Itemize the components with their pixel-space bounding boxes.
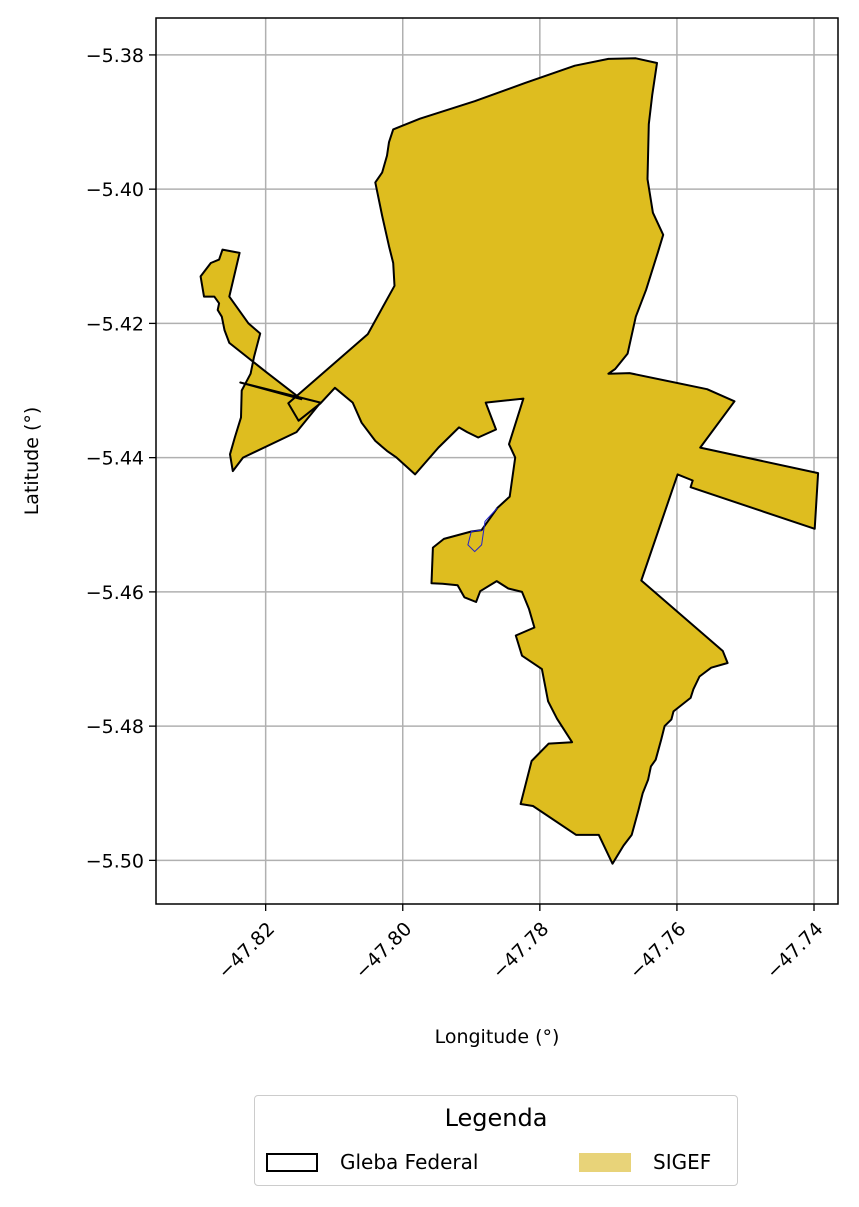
legend-swatch-fill: [579, 1152, 631, 1172]
y-tick-label: −5.40: [86, 179, 144, 201]
y-axis-title: Latitude (°): [21, 407, 43, 516]
legend-label-sigef: SIGEF: [653, 1150, 712, 1174]
legend-swatch-outline: [266, 1152, 318, 1172]
sigef-polygon-appendix: [199, 248, 322, 473]
x-tick-label: −47.76: [625, 918, 690, 983]
map-polygons: [199, 57, 820, 865]
y-tick-label: −5.50: [86, 850, 144, 872]
legend-entry-sigef: SIGEF: [579, 1150, 711, 1174]
legend-label-gleba: Gleba Federal: [340, 1150, 479, 1174]
x-tick-label: −47.80: [351, 918, 416, 983]
sigef-polygon-main: [288, 58, 819, 864]
y-tick-label: −5.44: [86, 448, 144, 470]
y-tick-label: −5.48: [86, 716, 144, 738]
y-tick-label: −5.42: [86, 313, 144, 335]
x-tick-label: −47.74: [762, 918, 827, 983]
gleba-federal-outline: [287, 57, 820, 865]
x-axis-title: Longitude (°): [435, 1026, 560, 1048]
x-tick-label: −47.82: [214, 918, 279, 983]
inner-parcel-edge: [467, 507, 498, 553]
plot-frame: [155, 17, 839, 905]
legend-title: Legenda: [444, 1104, 548, 1132]
x-tick-label: −47.78: [488, 918, 553, 983]
y-tick-label: −5.46: [86, 582, 144, 604]
legend-entry-gleba: Gleba Federal: [266, 1150, 478, 1174]
y-tick-label: −5.38: [86, 45, 144, 67]
legend: Legenda Gleba Federal SIGEF: [254, 1095, 738, 1186]
